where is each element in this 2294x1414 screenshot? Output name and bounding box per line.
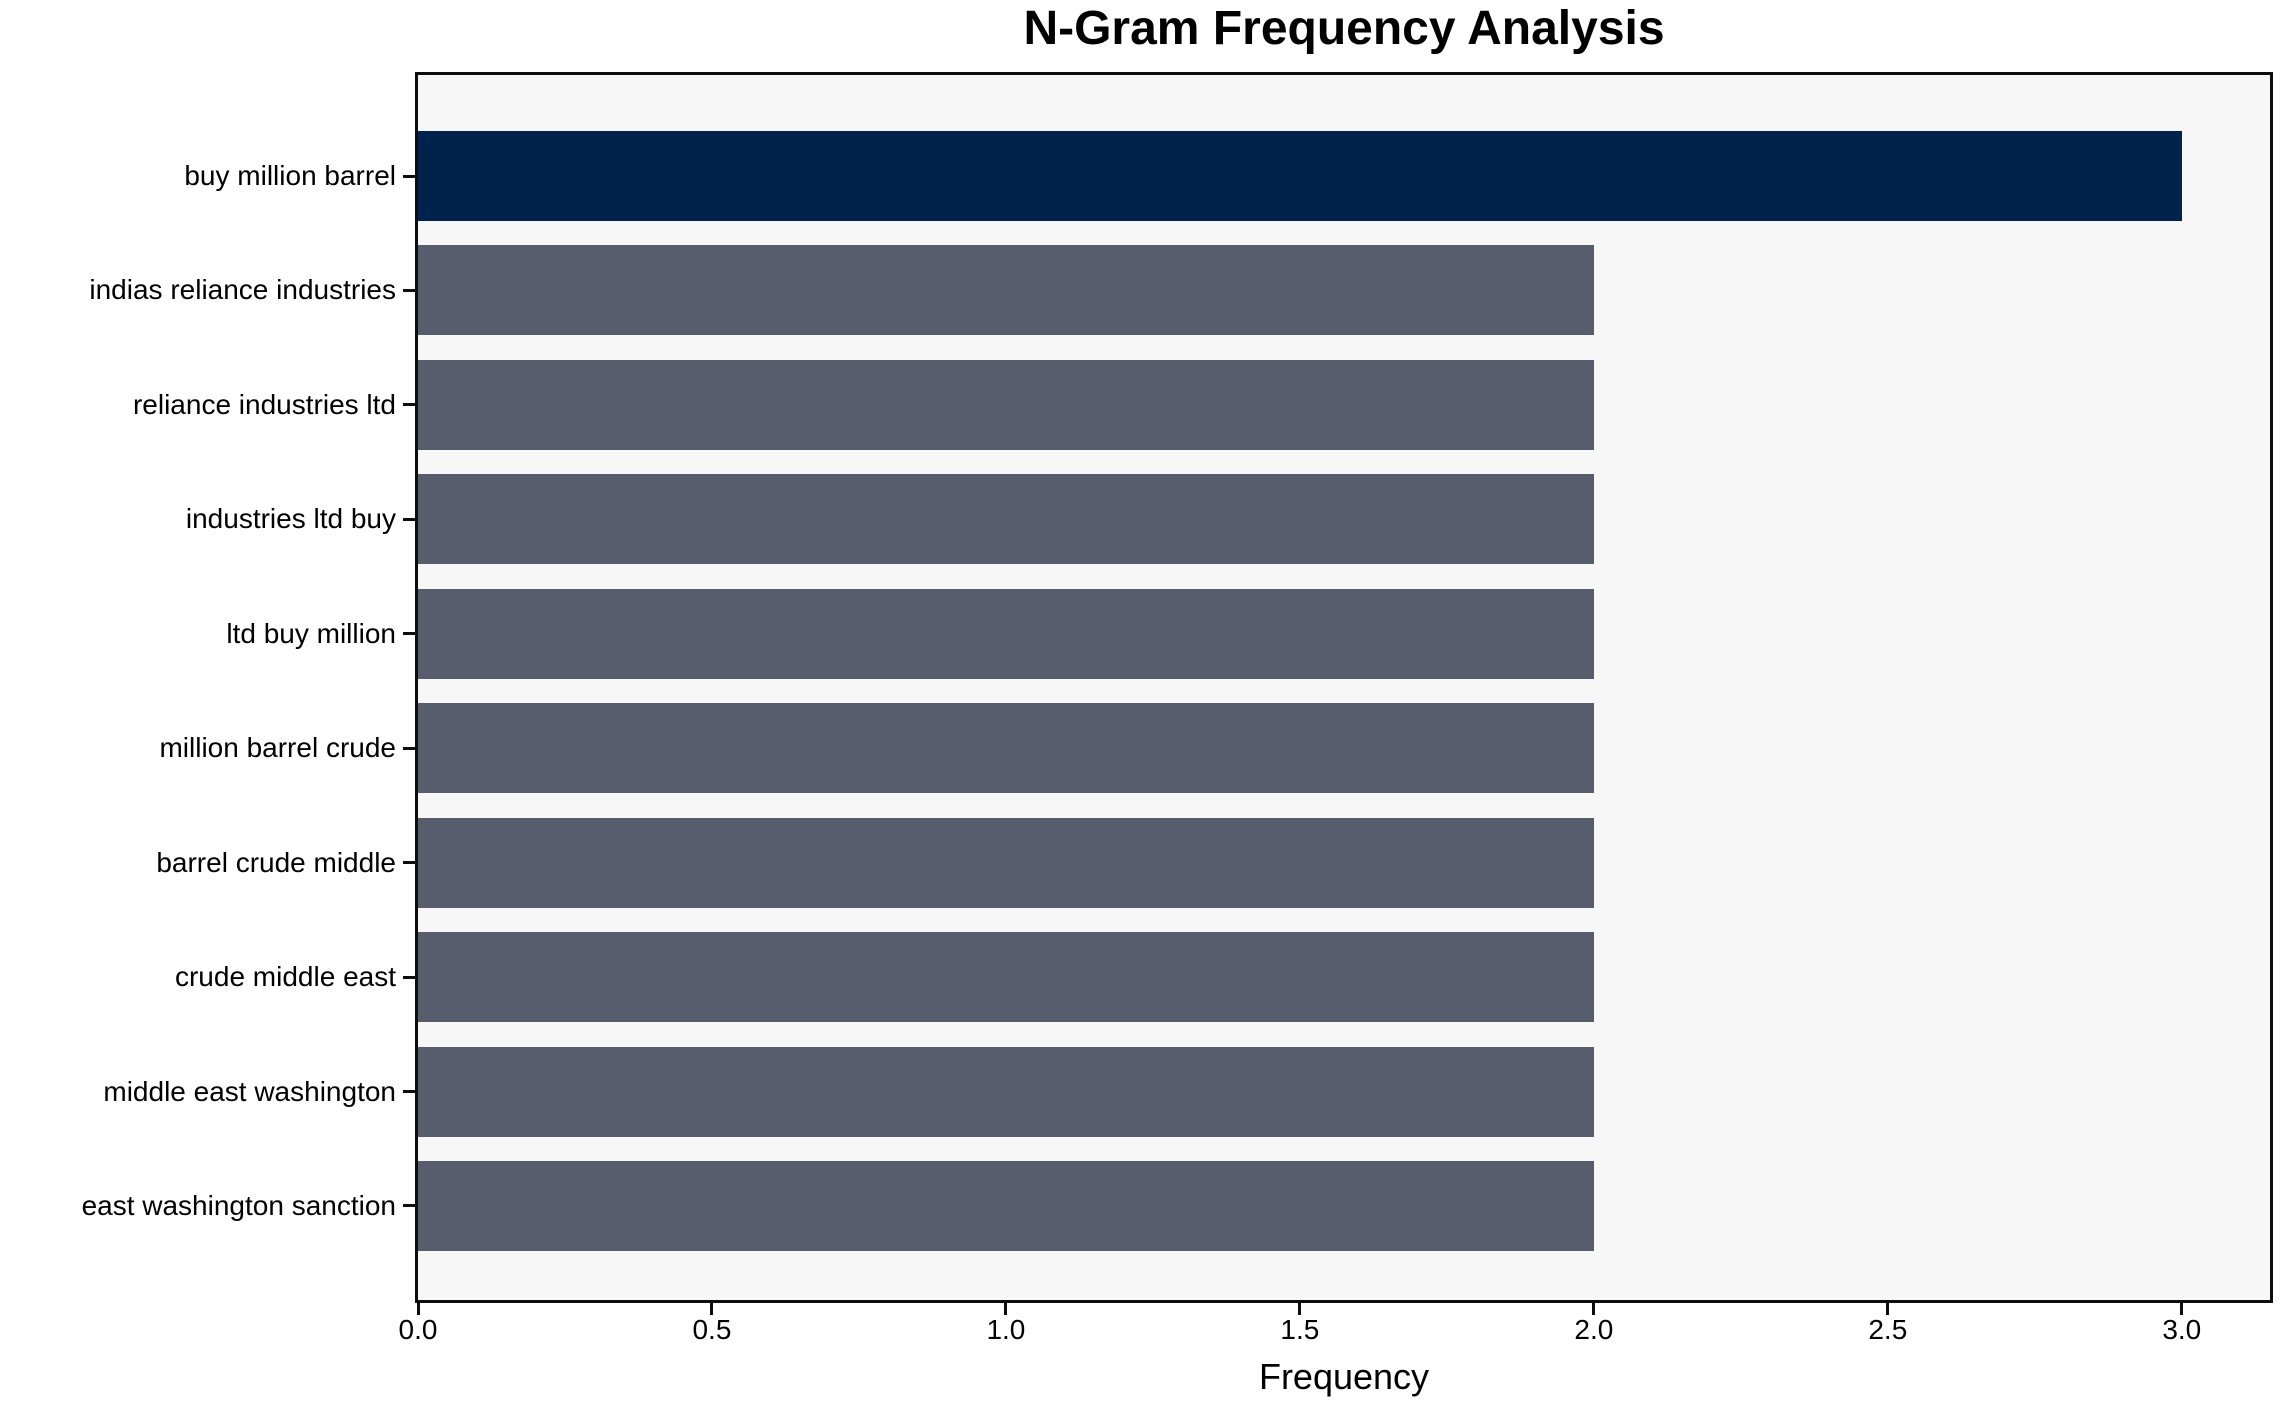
x-tick-mark — [1592, 1303, 1596, 1315]
y-tick-mark — [403, 517, 415, 521]
x-axis-title: Frequency — [1258, 1356, 1430, 1397]
bar — [418, 1046, 1594, 1137]
x-tick-mark — [2180, 1303, 2184, 1315]
y-tick-mark — [403, 1204, 415, 1208]
plot-area: buy million barrel indias reliance indust… — [82, 72, 2273, 1345]
y-tick-mark — [403, 403, 415, 407]
bar — [418, 1160, 1594, 1251]
bar — [418, 245, 1594, 336]
y-tick-label: east washington sanction — [81, 1189, 396, 1221]
chart-title: N-Gram Frequency Analysis — [1023, 2, 1665, 55]
x-tick-mark — [1004, 1303, 1008, 1315]
x-tick-mark — [710, 1303, 714, 1315]
y-tick-mark — [403, 746, 415, 750]
y-tick-mark — [403, 861, 415, 865]
x-tick-label: 1.0 — [986, 1314, 1026, 1345]
x-tick-label: 0.0 — [398, 1314, 438, 1345]
bar — [418, 588, 1594, 679]
x-tick-label: 0.5 — [692, 1314, 732, 1345]
bar — [418, 817, 1594, 908]
y-tick-label: buy million barrel — [184, 160, 396, 191]
x-tick-label: 3.0 — [2162, 1314, 2202, 1345]
x-tick-mark — [1886, 1303, 1890, 1315]
y-tick-mark — [403, 288, 415, 292]
y-tick-label: crude middle east — [174, 961, 396, 993]
y-tick-mark — [403, 1090, 415, 1094]
y-tick-mark — [403, 632, 415, 636]
y-tick-label: reliance industries ltd — [132, 388, 396, 420]
y-tick-label: million barrel crude — [159, 732, 396, 764]
y-tick-label: middle east washington — [103, 1075, 396, 1107]
bar — [418, 359, 1594, 450]
y-tick-label: ltd buy million — [226, 617, 396, 649]
y-tick-mark — [403, 975, 415, 979]
x-tick-label: 2.5 — [1868, 1314, 1908, 1345]
bar — [418, 932, 1594, 1023]
x-tick-mark — [416, 1303, 420, 1315]
y-tick-label: barrel crude middle — [156, 846, 396, 878]
x-tick-label: 1.5 — [1280, 1314, 1320, 1345]
bar — [418, 474, 1594, 565]
x-tick-label: 2.0 — [1574, 1314, 1614, 1345]
bar — [418, 131, 2182, 221]
y-tick-label: indias reliance industries — [89, 274, 396, 306]
bar — [418, 703, 1594, 794]
y-tick-label: industries ltd buy — [185, 503, 396, 535]
y-tick-mark — [403, 174, 415, 178]
x-tick-mark — [1298, 1303, 1302, 1315]
